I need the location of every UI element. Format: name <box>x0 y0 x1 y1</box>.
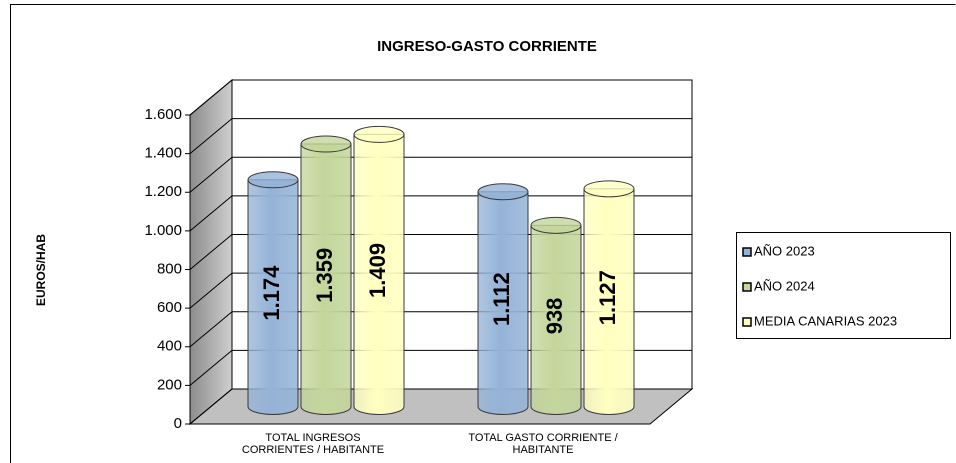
bar <box>530 224 582 415</box>
value-label: 938 <box>542 298 567 335</box>
y-tick-label: 1.000 <box>144 222 182 239</box>
legend-label: MEDIA CANARIAS 2023 <box>754 313 897 328</box>
value-label: 1.127 <box>595 270 620 325</box>
bar-top <box>300 135 352 153</box>
chart-frame <box>10 4 956 463</box>
legend-swatch <box>742 317 752 327</box>
y-tick-label: 1.200 <box>144 183 182 200</box>
legend-label: AÑO 2024 <box>754 278 815 293</box>
bar <box>247 179 299 415</box>
y-tick-label: 0 <box>174 415 182 432</box>
y-tick-label: 600 <box>157 299 182 316</box>
legend <box>736 232 951 339</box>
y-tick-label: 1.400 <box>144 145 182 162</box>
bar <box>300 143 352 415</box>
y-tick-label: 1.600 <box>144 106 182 123</box>
bar-top <box>530 216 582 234</box>
legend-swatch <box>742 282 752 292</box>
y-tick-label: 800 <box>157 260 182 277</box>
value-label: 1.359 <box>312 248 337 303</box>
x-tick-label: TOTAL GASTO CORRIENTE / HABITANTE <box>468 432 618 456</box>
grid-line <box>189 156 692 193</box>
grid-line <box>189 79 692 116</box>
chart-title: INGRESO-GASTO CORRIENTE <box>377 38 597 55</box>
y-tick-label: 200 <box>157 376 182 393</box>
bar-top <box>583 180 635 198</box>
bar <box>583 188 635 415</box>
value-label: 1.112 <box>489 272 514 326</box>
bar-top <box>477 183 529 201</box>
legend-swatch <box>742 247 752 257</box>
x-tick-label: TOTAL INGRESOS CORRIENTES / HABITANTE <box>241 432 385 456</box>
bar-top <box>247 171 299 189</box>
y-axis-label: EUROS/HAB <box>34 234 48 306</box>
bar-top <box>353 125 405 143</box>
legend-label: AÑO 2023 <box>754 243 815 258</box>
value-label: 1.409 <box>365 243 390 298</box>
bar <box>353 133 405 415</box>
grid-line <box>189 118 692 155</box>
value-label: 1.174 <box>259 265 284 321</box>
bar <box>477 191 529 415</box>
grid-line <box>189 195 692 232</box>
y-tick-label: 400 <box>157 338 182 355</box>
